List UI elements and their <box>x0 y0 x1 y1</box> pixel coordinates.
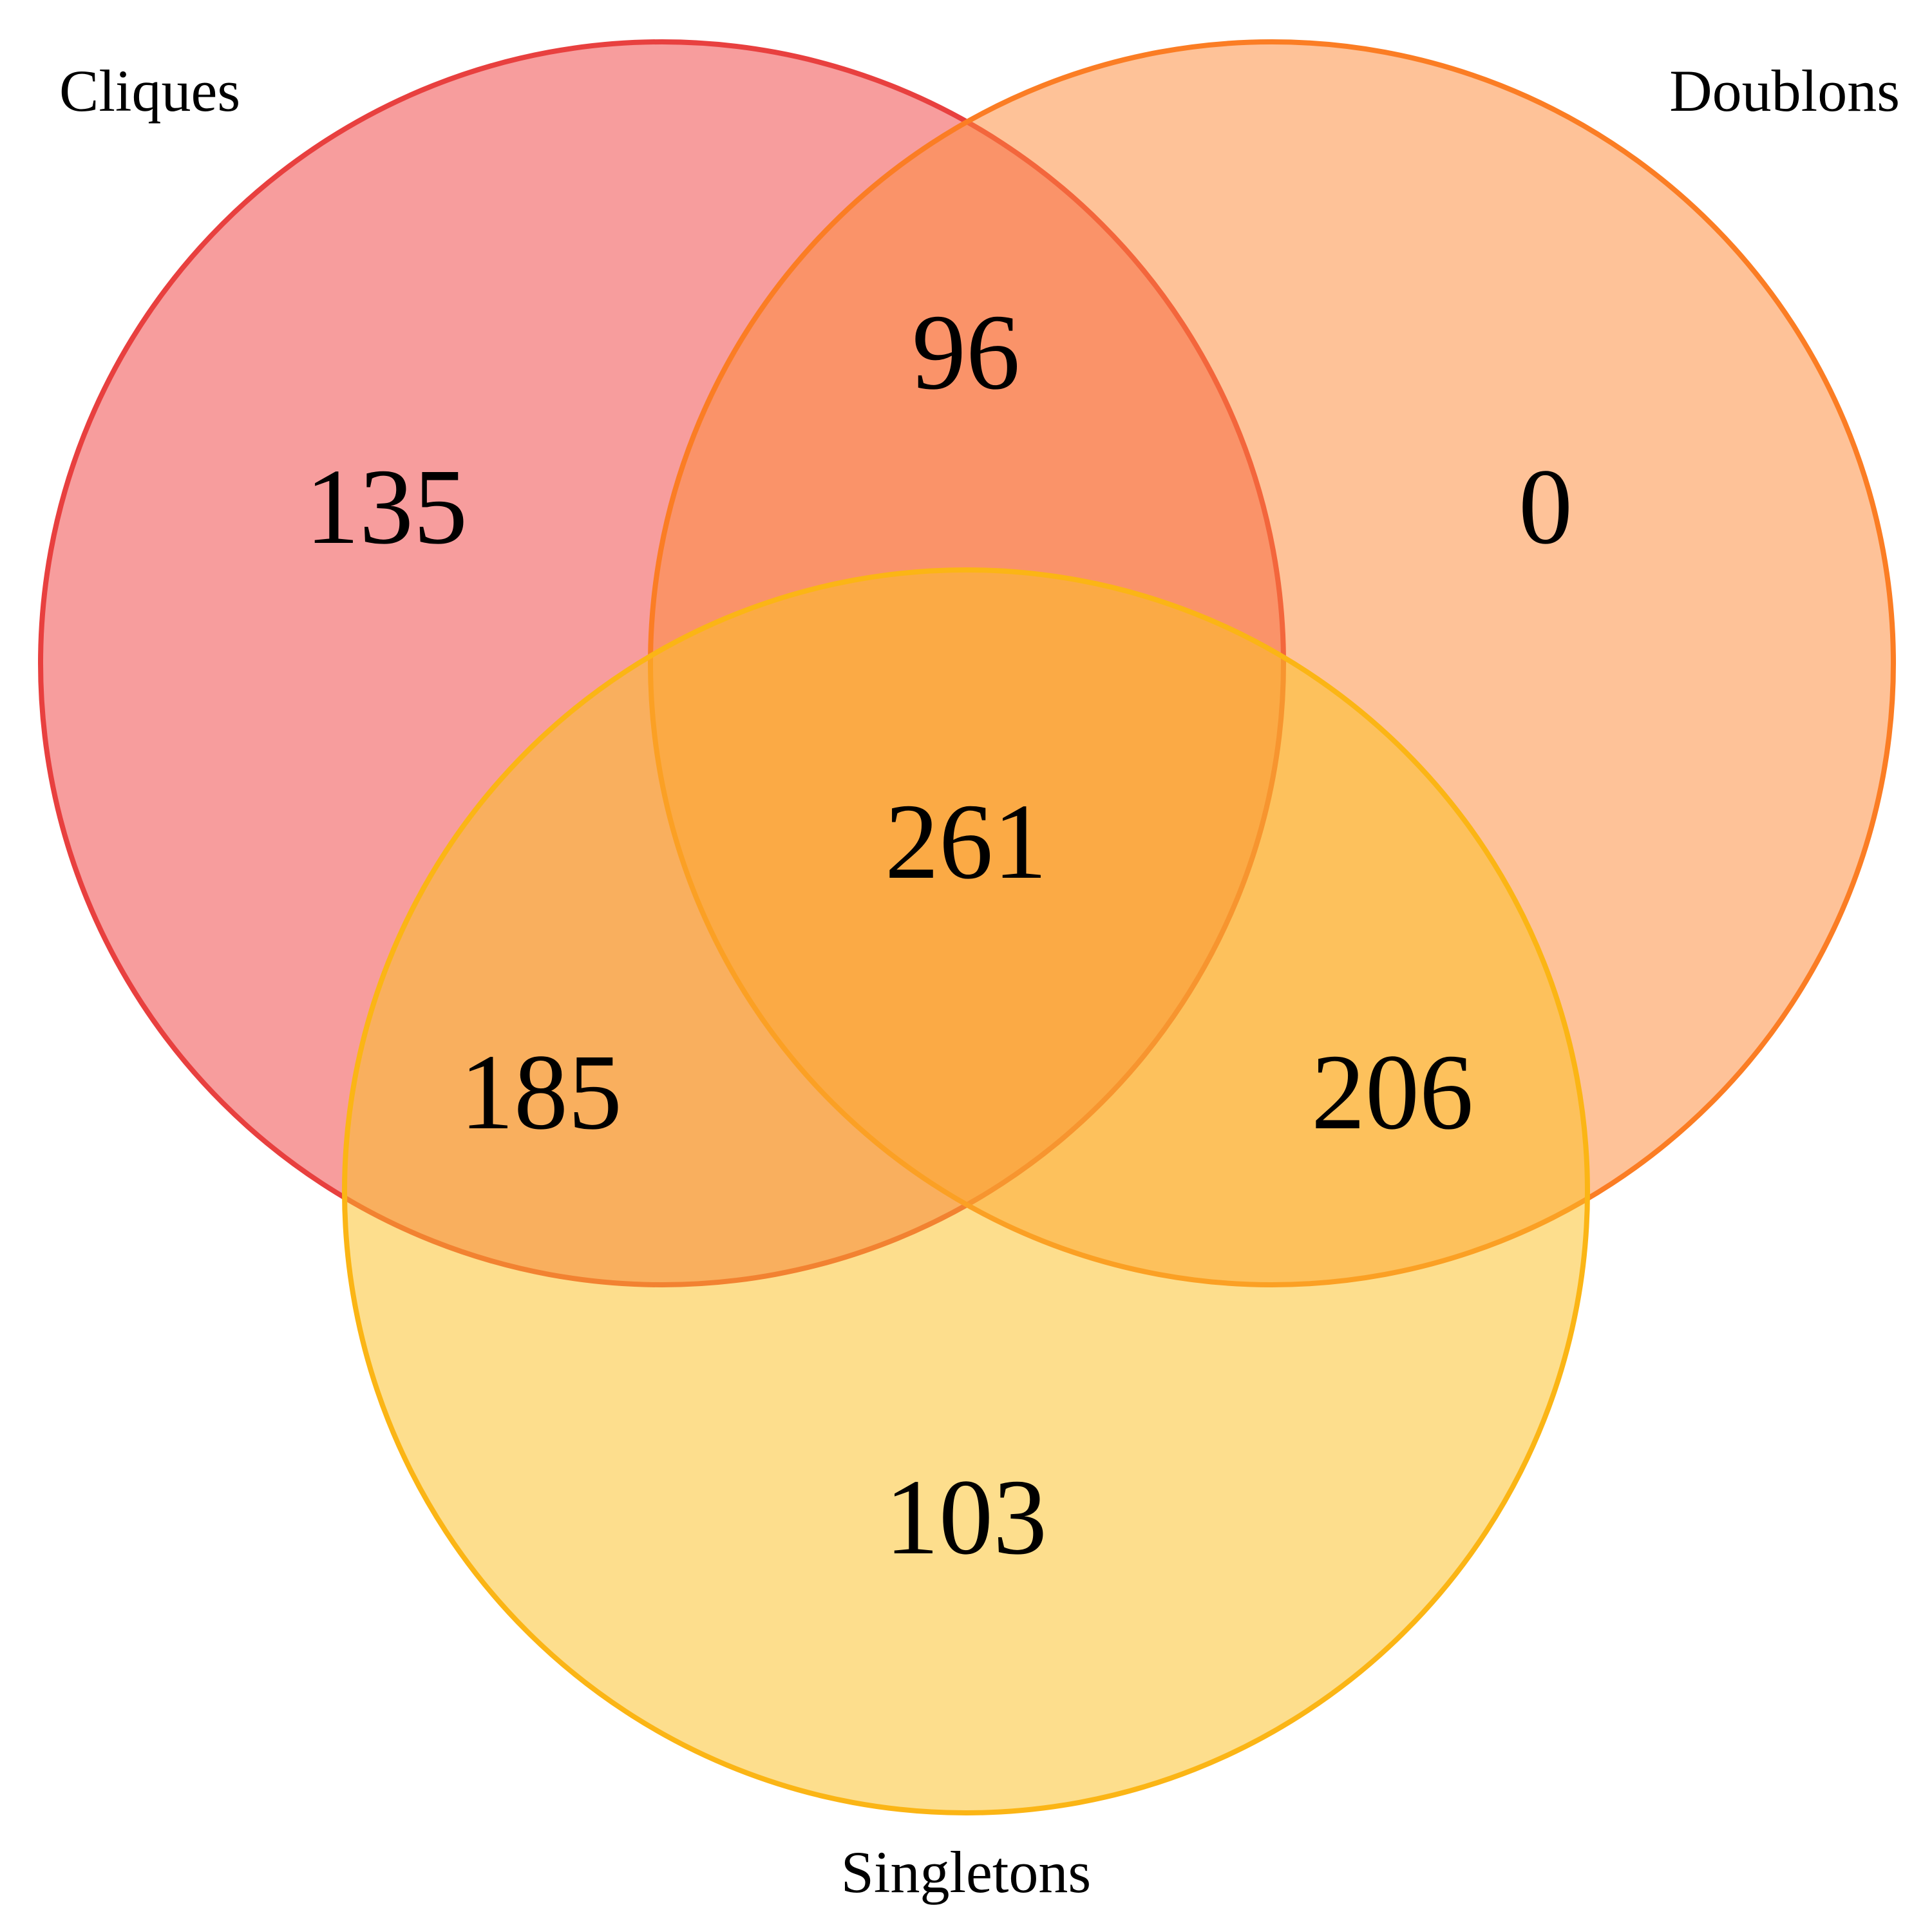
count-singletons-only: 103 <box>885 1457 1047 1577</box>
set-labels: Cliques Doublons Singletons <box>59 58 1900 1905</box>
set-label-doublons: Doublons <box>1669 58 1900 124</box>
count-doublons-only: 0 <box>1519 447 1573 567</box>
count-all-three: 261 <box>885 782 1047 902</box>
count-doublons-singletons: 206 <box>1311 1032 1473 1152</box>
count-cliques-doublons: 96 <box>912 292 1020 412</box>
singletons-circle <box>342 567 1590 1815</box>
set-circles <box>38 39 1896 1815</box>
set-label-singletons: Singletons <box>841 1839 1091 1905</box>
count-cliques-only: 135 <box>305 447 468 567</box>
region-counts: 135 0 103 96 185 206 261 <box>305 292 1573 1577</box>
count-cliques-singletons: 185 <box>460 1032 622 1152</box>
set-label-cliques: Cliques <box>59 58 240 124</box>
